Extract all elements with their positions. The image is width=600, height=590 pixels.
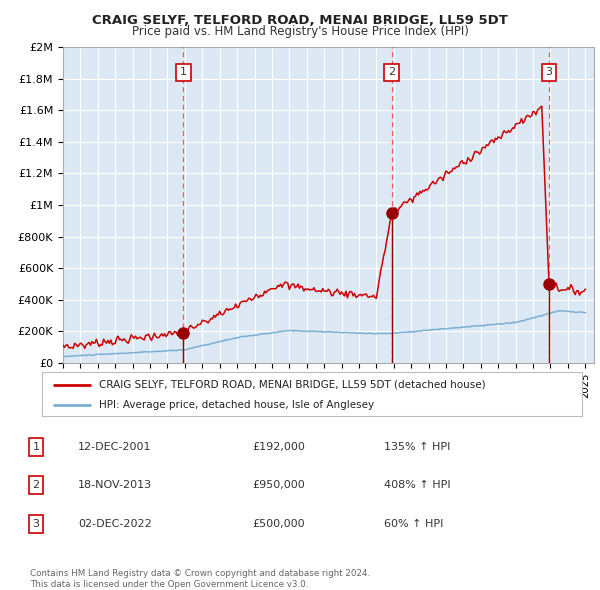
Text: 1: 1 <box>32 442 40 452</box>
Text: 2: 2 <box>32 480 40 490</box>
Text: £192,000: £192,000 <box>252 442 305 452</box>
Text: CRAIG SELYF, TELFORD ROAD, MENAI BRIDGE, LL59 5DT (detached house): CRAIG SELYF, TELFORD ROAD, MENAI BRIDGE,… <box>98 380 485 390</box>
Text: 12-DEC-2001: 12-DEC-2001 <box>78 442 151 452</box>
Text: 1: 1 <box>180 67 187 77</box>
Text: HPI: Average price, detached house, Isle of Anglesey: HPI: Average price, detached house, Isle… <box>98 400 374 410</box>
Text: Contains HM Land Registry data © Crown copyright and database right 2024.
This d: Contains HM Land Registry data © Crown c… <box>30 569 370 589</box>
Text: 3: 3 <box>32 519 40 529</box>
Text: 18-NOV-2013: 18-NOV-2013 <box>78 480 152 490</box>
Text: 2: 2 <box>388 67 395 77</box>
Text: 135% ↑ HPI: 135% ↑ HPI <box>384 442 451 452</box>
Text: 3: 3 <box>545 67 553 77</box>
Text: Price paid vs. HM Land Registry's House Price Index (HPI): Price paid vs. HM Land Registry's House … <box>131 25 469 38</box>
Text: 60% ↑ HPI: 60% ↑ HPI <box>384 519 443 529</box>
Text: 408% ↑ HPI: 408% ↑ HPI <box>384 480 451 490</box>
Text: CRAIG SELYF, TELFORD ROAD, MENAI BRIDGE, LL59 5DT: CRAIG SELYF, TELFORD ROAD, MENAI BRIDGE,… <box>92 14 508 27</box>
Text: 02-DEC-2022: 02-DEC-2022 <box>78 519 152 529</box>
Text: £950,000: £950,000 <box>252 480 305 490</box>
Text: £500,000: £500,000 <box>252 519 305 529</box>
